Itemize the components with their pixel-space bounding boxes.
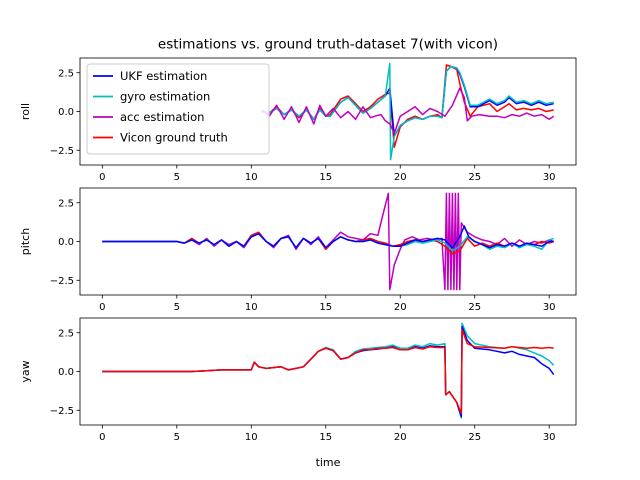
- panel-pitch: 2.5 0.0 −2.5 0 5 10 15 20 25 30 pitch: [19, 187, 577, 313]
- panel-yaw: 2.5 0.0 −2.5 0 5 10 15 20 25 30 yaw: [19, 317, 577, 443]
- pitch-x-tick-label: 20: [394, 302, 407, 313]
- yaw-series-gyro-estimation: [102, 322, 555, 419]
- roll-x-tick-label: 30: [543, 172, 556, 183]
- yaw-x-tick-label: 25: [468, 432, 481, 443]
- pitch-x-tick-label: 0: [99, 302, 105, 313]
- roll-series-vicon-ground-truth: [261, 64, 554, 148]
- yaw-y-tick-label: −2.5: [50, 406, 74, 417]
- pitch-y-axis-label: pitch: [19, 228, 32, 255]
- roll-x-tick-label: 25: [468, 172, 481, 183]
- roll-series-acc-estimation: [261, 87, 555, 134]
- roll-y-axis-label: roll: [19, 103, 32, 120]
- yaw-x-tick-label: 5: [174, 432, 180, 443]
- pitch-x-tick-label: 10: [245, 302, 258, 313]
- pitch-y-tick-label: −2.5: [50, 276, 74, 287]
- yaw-y-tick-label: 0.0: [58, 367, 74, 378]
- pitch-x-tick-label: 30: [543, 302, 556, 313]
- panel-roll: 2.5 0.0 −2.5 0 5 10 15 20 25 30 roll: [19, 57, 577, 183]
- roll-x-tick-label: 5: [174, 172, 180, 183]
- roll-x-tick-label: 0: [99, 172, 105, 183]
- yaw-x-tick-label: 15: [319, 432, 332, 443]
- pitch-x-tick-label: 15: [319, 302, 332, 313]
- yaw-x-tick-label: 0: [99, 432, 105, 443]
- yaw-x-tick-label: 20: [394, 432, 407, 443]
- legend-label-vicon-ground-truth: Vicon ground truth: [120, 131, 228, 145]
- pitch-x-tick-label: 5: [174, 302, 180, 313]
- roll-x-tick-label: 10: [245, 172, 258, 183]
- legend-label-ukf-estimation: UKF estimation: [120, 69, 207, 83]
- roll-x-tick-label: 15: [319, 172, 332, 183]
- roll-y-tick-label: 2.5: [58, 68, 74, 79]
- legend-label-gyro-estimation: gyro estimation: [120, 90, 210, 104]
- yaw-series-vicon-ground-truth: [102, 328, 554, 415]
- x-axis-label: time: [316, 456, 341, 469]
- pitch-x-tick-label: 25: [468, 302, 481, 313]
- yaw-x-tick-label: 10: [245, 432, 258, 443]
- chart-title: estimations vs. ground truth-dataset 7(w…: [158, 37, 498, 53]
- yaw-y-tick-label: 2.5: [58, 328, 74, 339]
- pitch-series-ukf-estimation: [102, 225, 554, 249]
- roll-series-ukf-estimation: [261, 65, 554, 138]
- roll-y-tick-label: −2.5: [50, 146, 74, 157]
- pitch-y-tick-label: 2.5: [58, 198, 74, 209]
- roll-x-tick-label: 20: [394, 172, 407, 183]
- pitch-y-tick-label: 0.0: [58, 237, 74, 248]
- yaw-y-axis-label: yaw: [19, 360, 32, 382]
- legend: UKF estimation gyro estimation acc estimat…: [86, 63, 270, 155]
- legend-box: [86, 63, 270, 155]
- legend-label-acc-estimation: acc estimation: [120, 110, 204, 124]
- pitch-series-vicon-ground-truth: [102, 231, 554, 255]
- yaw-x-tick-label: 30: [543, 432, 556, 443]
- roll-y-tick-label: 0.0: [58, 107, 74, 118]
